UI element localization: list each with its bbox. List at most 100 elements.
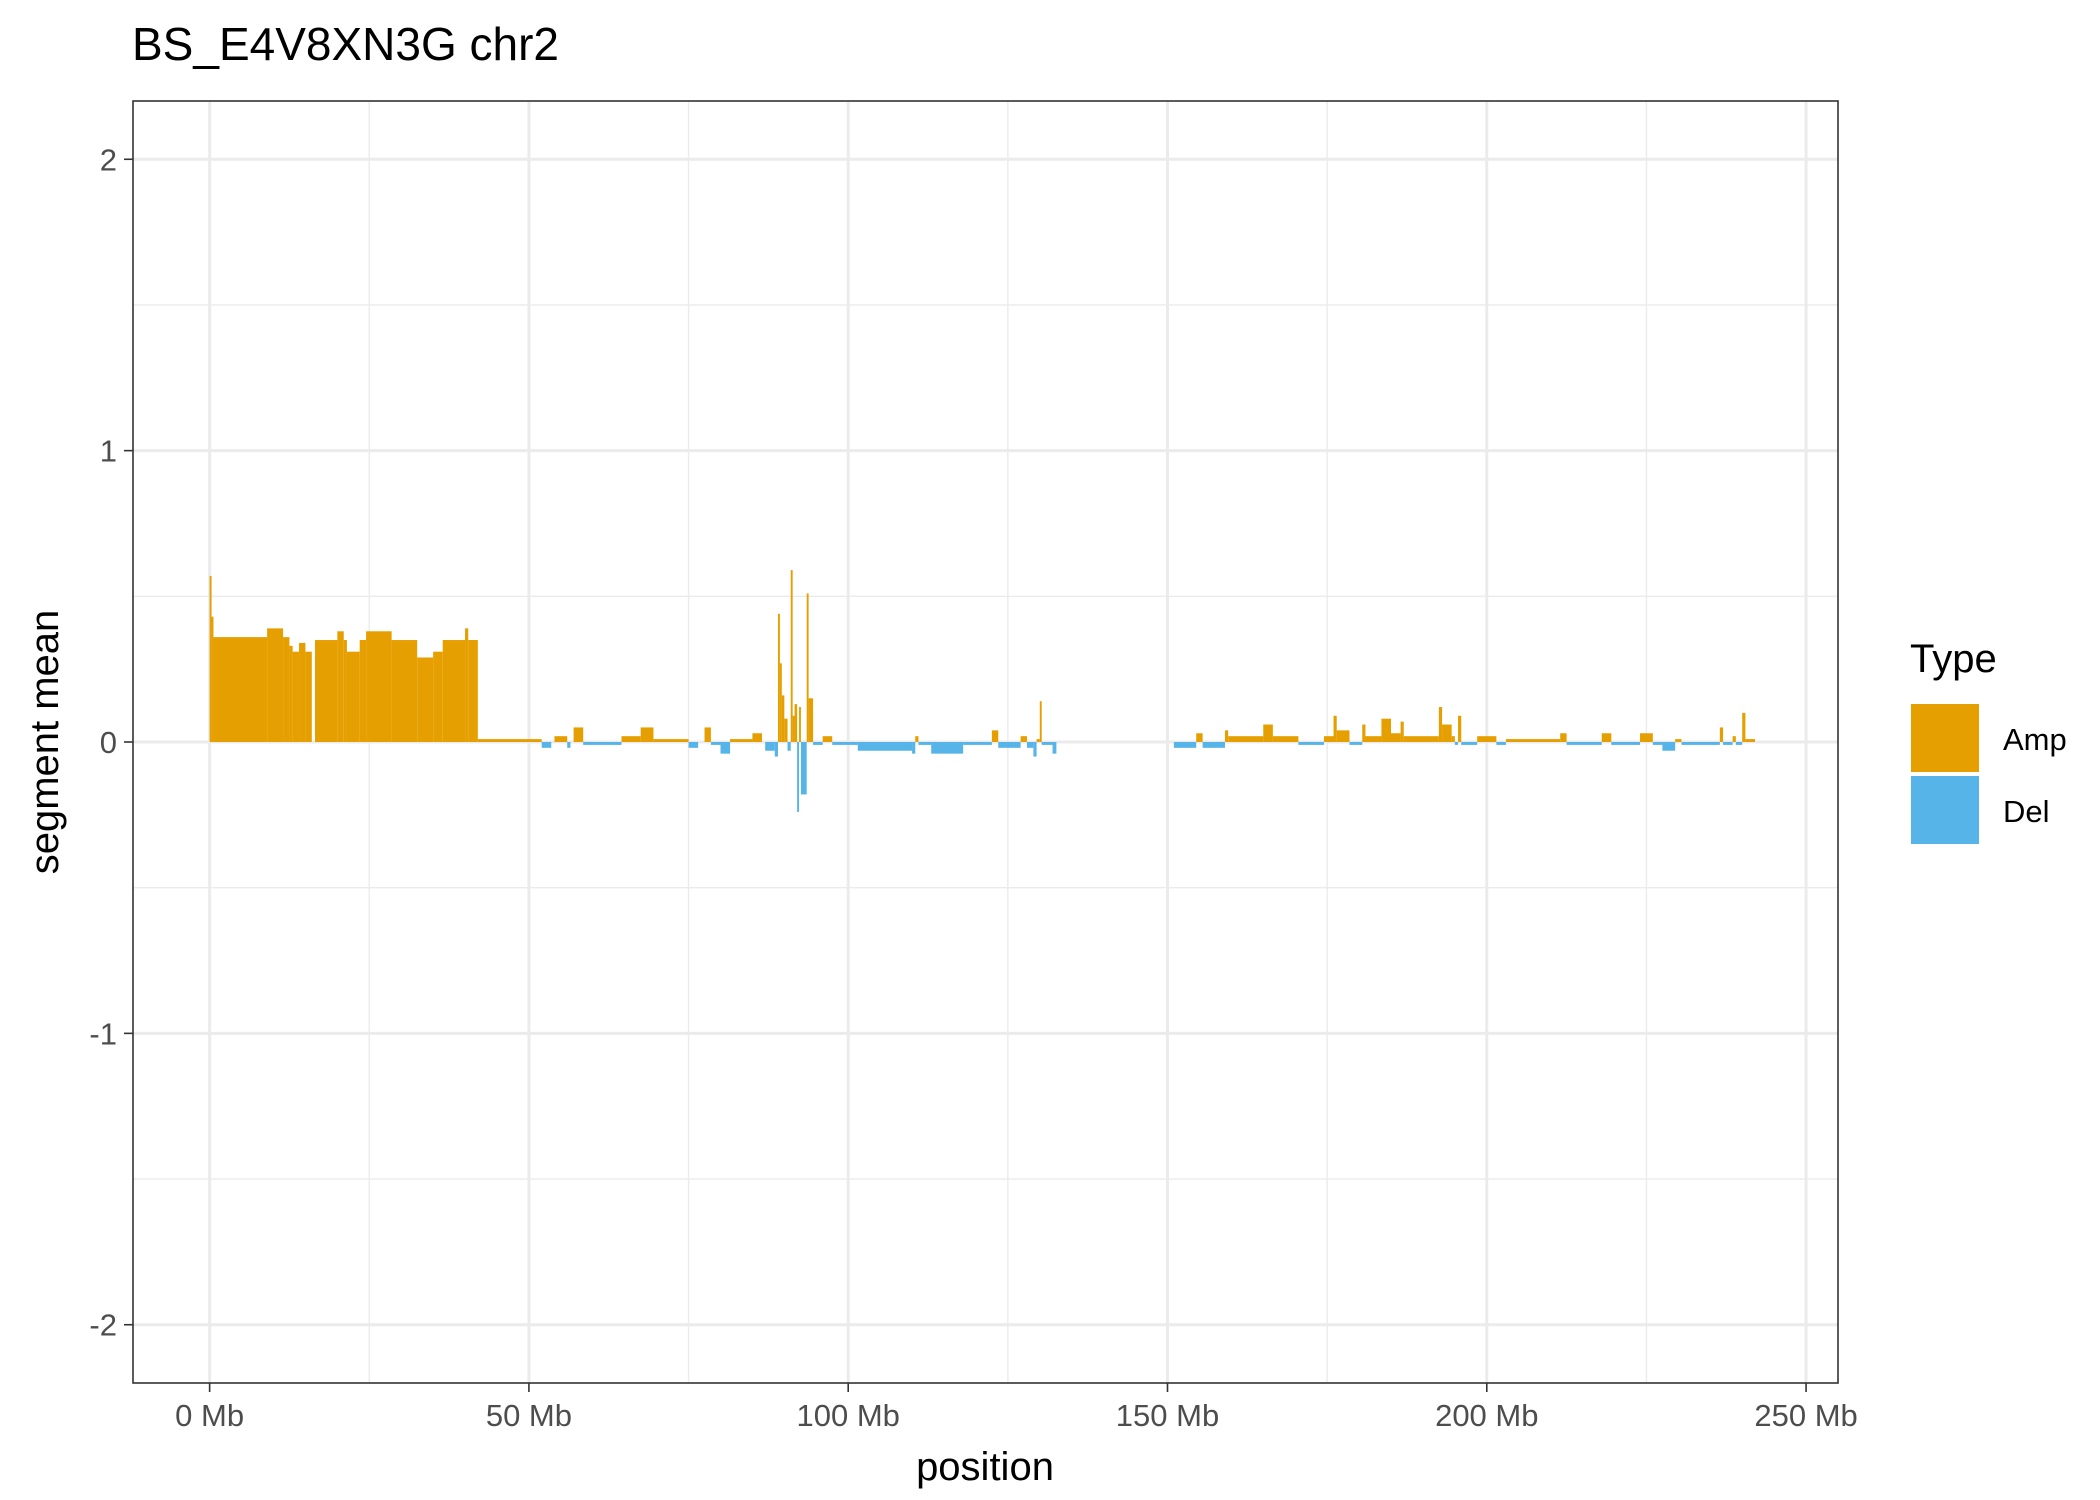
segment-bar-amp bbox=[1336, 730, 1350, 742]
segment-bar-amp bbox=[794, 704, 798, 742]
segment-bar-amp bbox=[477, 739, 542, 742]
segment-bar-amp bbox=[299, 642, 306, 742]
segment-bar-del bbox=[1681, 742, 1720, 745]
segment-bar-amp bbox=[1323, 736, 1334, 742]
segment-bar-del bbox=[567, 742, 571, 748]
segment-bar-amp bbox=[1263, 724, 1273, 742]
legend-label-del: Del bbox=[2003, 794, 2050, 829]
segment-bar-amp bbox=[808, 698, 814, 742]
y-axis-title: segment mean bbox=[23, 610, 67, 875]
segment-bar-amp bbox=[433, 651, 443, 742]
segment-bar-amp bbox=[621, 736, 641, 742]
segment-bar-amp bbox=[806, 593, 809, 742]
legend-label-amp: Amp bbox=[2003, 722, 2067, 757]
segment-bar-del bbox=[800, 742, 807, 795]
segment-bar-amp bbox=[1381, 718, 1391, 742]
segment-bar-amp bbox=[1390, 733, 1401, 742]
segment-bar-amp bbox=[653, 739, 689, 742]
segment-bar-del bbox=[1041, 742, 1053, 745]
segment-bar-amp bbox=[784, 718, 788, 742]
segment-bar-del bbox=[797, 742, 800, 812]
segment-bar-del bbox=[912, 742, 916, 754]
segment-bar-amp bbox=[305, 651, 312, 742]
segment-bar-del bbox=[963, 742, 992, 745]
segment-bar-amp bbox=[1224, 730, 1229, 742]
segment-bar-amp bbox=[1719, 727, 1724, 742]
segment-bar-amp bbox=[1196, 733, 1203, 742]
y-axis-ticks: -2 -1 0 1 2 bbox=[89, 142, 133, 1343]
segment-bar-amp bbox=[779, 663, 782, 742]
segment-bar-del bbox=[1173, 742, 1197, 748]
legend-title: Type bbox=[1910, 637, 1997, 681]
segment-bar-amp bbox=[1400, 721, 1404, 742]
segment-bar-amp bbox=[822, 736, 833, 742]
segment-bar-del bbox=[774, 742, 778, 757]
segment-bar-amp bbox=[573, 727, 584, 742]
segment-bar-amp bbox=[640, 727, 654, 742]
segment-bar-del bbox=[1566, 742, 1602, 745]
segment-bar-del bbox=[1652, 742, 1663, 745]
segment-bar-amp bbox=[211, 616, 214, 742]
segment-bar-amp bbox=[468, 640, 478, 742]
segment-bars bbox=[209, 570, 1755, 812]
y-tick-label: 1 bbox=[100, 434, 117, 469]
legend: Type Amp Del bbox=[1910, 637, 2067, 844]
segment-bar-amp bbox=[1403, 736, 1439, 742]
segment-bar-del bbox=[1662, 742, 1676, 751]
segment-bar-del bbox=[998, 742, 1021, 748]
segment-bar-amp bbox=[554, 736, 568, 742]
x-axis-ticks: 0 Mb 50 Mb 100 Mb 150 Mb 200 Mb 250 Mb bbox=[175, 1383, 1858, 1433]
segment-bar-amp bbox=[792, 715, 795, 742]
segment-bar-amp bbox=[1272, 736, 1299, 742]
segment-bar-del bbox=[857, 742, 913, 751]
segment-bar-del bbox=[1298, 742, 1324, 745]
segment-bar-del bbox=[832, 742, 858, 745]
segment-bar-amp bbox=[1477, 736, 1497, 742]
y-tick-label: 2 bbox=[100, 142, 117, 177]
segment-bar-amp bbox=[1039, 701, 1042, 742]
segment-bar-del bbox=[813, 742, 823, 745]
segment-bar-amp bbox=[292, 651, 300, 742]
segment-bar-amp bbox=[1675, 739, 1682, 742]
segment-bar-amp bbox=[781, 695, 785, 742]
segment-bar-amp bbox=[442, 640, 466, 742]
segment-bar-del bbox=[931, 742, 964, 754]
segment-bar-amp bbox=[1640, 733, 1653, 742]
segment-bar-del bbox=[1611, 742, 1641, 745]
segment-bar-amp bbox=[209, 575, 212, 742]
segment-bar-del bbox=[1735, 742, 1743, 745]
segment-bar-amp bbox=[915, 736, 919, 742]
segment-bar-amp bbox=[267, 628, 284, 742]
x-tick-label: 250 Mb bbox=[1754, 1398, 1857, 1433]
x-tick-label: 50 Mb bbox=[486, 1398, 572, 1433]
segment-bar-amp bbox=[314, 640, 338, 742]
x-tick-label: 200 Mb bbox=[1435, 1398, 1538, 1433]
segment-bar-amp bbox=[1742, 712, 1746, 742]
segment-bar-amp bbox=[283, 637, 290, 742]
segment-bar-del bbox=[541, 742, 552, 748]
segment-bar-amp bbox=[1505, 739, 1561, 742]
segment-bar-del bbox=[720, 742, 731, 754]
segment-bar-amp bbox=[730, 739, 753, 742]
segment-bar-amp bbox=[752, 733, 762, 742]
legend-swatch-amp bbox=[1911, 704, 1979, 772]
segment-bar-amp bbox=[1020, 736, 1028, 742]
segment-bar-amp bbox=[1451, 736, 1455, 742]
segment-bar-amp bbox=[704, 727, 711, 742]
y-tick-label: -2 bbox=[89, 1308, 117, 1343]
segment-bar-amp bbox=[1458, 715, 1462, 742]
segment-bar-amp bbox=[1036, 739, 1040, 742]
segment-bar-del bbox=[1052, 742, 1057, 754]
segment-bar-amp bbox=[991, 730, 999, 742]
segment-bar-del bbox=[1454, 742, 1459, 745]
segment-bar-del bbox=[1027, 742, 1034, 748]
segment-bar-amp bbox=[337, 631, 344, 742]
segment-bar-amp bbox=[289, 645, 293, 742]
segment-bar-del bbox=[1033, 742, 1037, 757]
y-tick-label: 0 bbox=[100, 725, 117, 760]
segment-bar-del bbox=[1461, 742, 1478, 745]
segment-bar-amp bbox=[359, 640, 367, 742]
x-tick-label: 0 Mb bbox=[175, 1398, 244, 1433]
segment-bar-del bbox=[1202, 742, 1225, 748]
segment-bar-amp bbox=[417, 657, 434, 742]
